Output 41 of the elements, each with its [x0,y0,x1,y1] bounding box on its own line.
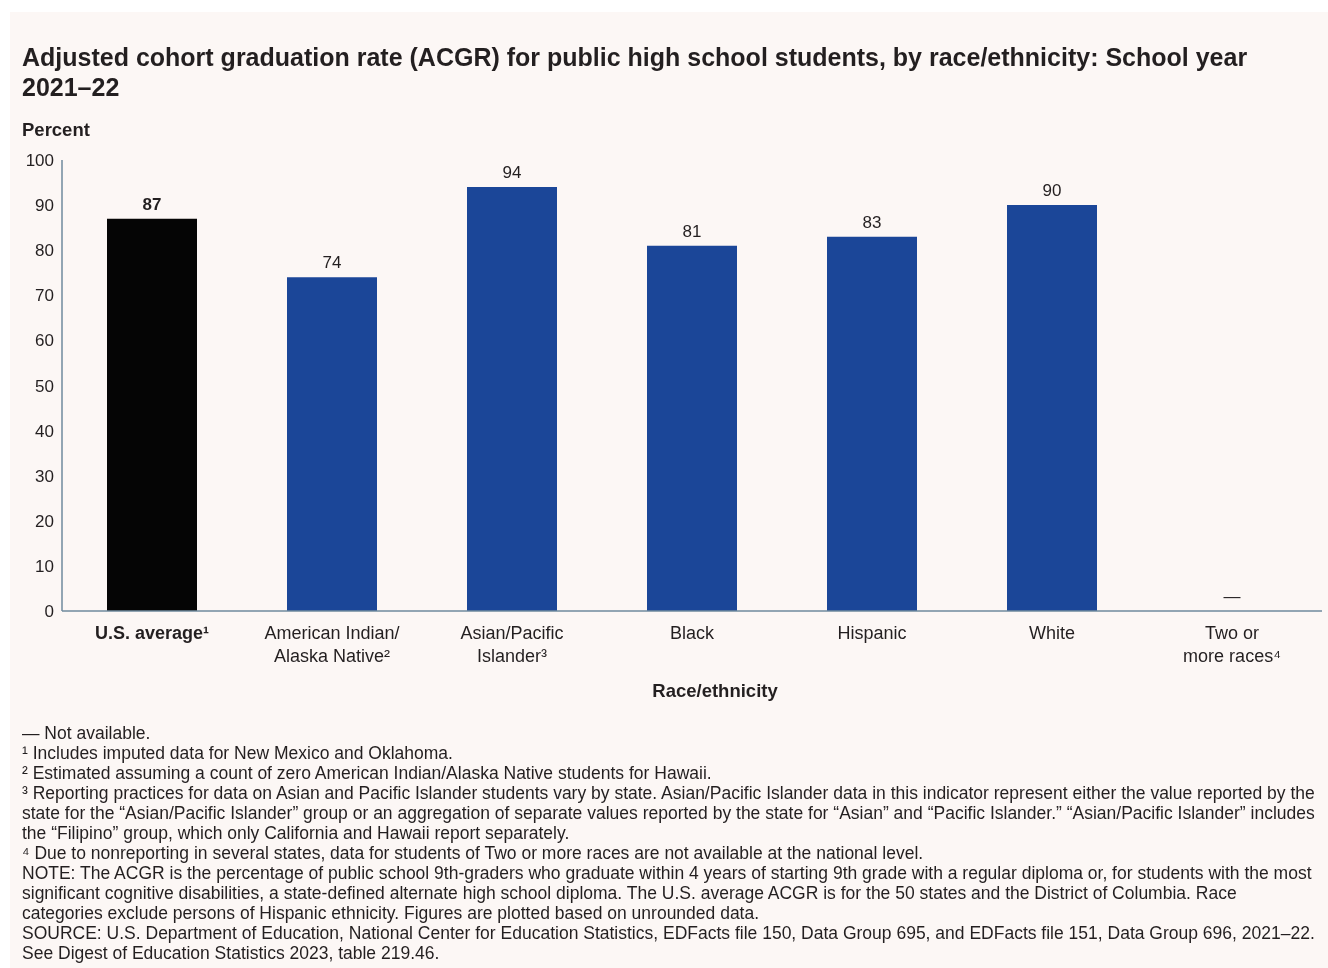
y-tick-label: 100 [25,151,54,171]
data-label: 74 [322,253,342,273]
x-tick-label: Hispanic [837,623,907,643]
y-tick-label: 80 [35,241,54,261]
data-label: 87 [142,194,162,214]
y-tick-label: 50 [35,376,54,396]
text: ² Estimated assuming a count of zero American Indian/Alaska Native students for Hawaii. [22,763,713,783]
bar [827,236,917,611]
y-axis-title: Percent [22,119,90,141]
y-tick-label: 70 [35,286,54,306]
y-tick-label: 0 [44,602,54,622]
bar [1007,205,1097,611]
bar [467,187,557,611]
x-tick-label: Two or more races⁴ [1183,623,1281,666]
x-tick-label: Black [669,623,716,643]
y-tick-label: 40 [35,421,54,441]
y-tick-label: 60 [35,331,54,351]
y-tick-label: 10 [35,556,54,576]
source-note: SOURCE: U.S. Department of Education, National Center for Education Statistics, EDFacts file 150, Data Group 695, and EDFacts file 151, Data Group 696, 2021–22. See Digest of Education Statistics 2023, table 219.46. [22,923,1316,963]
bar [647,245,737,611]
text: — [1223,587,1241,606]
x-tick-label: American Indian/ Alaska Native² [264,623,400,666]
chart-title: Adjusted cohort graduation rate (ACGR) for public high school students, by race/ethnicity: School year 2021–22 [22,42,1249,102]
text: ¹ Includes imputed data for New Mexico and Oklahoma. [22,743,454,763]
x-tick-label: U.S. average¹ [94,623,210,643]
y-tick-label: 20 [35,511,54,531]
text: ³ Reporting practices for data on Asian and Pacific Islander students vary by state. Asian/Pacific Islander data in this indicator represent either the value reported by the state for the “Asian/Pacific Islander” group or an aggregation of separate values reported by the state for “Asian” and “Pacific Islander.” “Asian/Pacific Islander” includes the “Filipino” group, which only California and Hawaii report separately. [22,783,1316,843]
y-tick-label: 30 [35,466,54,486]
x-tick-label: Asian/Pacific Islander³ [460,623,564,666]
y-tick-label: 90 [35,196,54,216]
bar [287,277,377,611]
text: ⁴ Due to nonreporting in several states, data for students of Two or more races are not available at the national level. [22,843,925,863]
data-label: 83 [862,212,882,232]
data-label: 81 [682,221,702,241]
x-tick-label: White [1028,623,1076,643]
x-axis-title: Race/ethnicity [651,680,779,702]
data-label: 94 [502,163,522,183]
text: — Not available. [22,723,152,743]
text: NOTE: The ACGR is the percentage of public school 9th-graders who graduate within 4 years of starting 9th grade with a regular diploma or, for students with the most significant cognitive disabilities, a state-defined alternate high school diploma. The U.S. average ACGR is for the 50 states and the District of Columbia. Race categories exclude persons of Hispanic ethnicity. Figures are plotted based on unrounded data. [22,863,1313,923]
bar [107,218,197,611]
data-label: 90 [1042,181,1062,201]
